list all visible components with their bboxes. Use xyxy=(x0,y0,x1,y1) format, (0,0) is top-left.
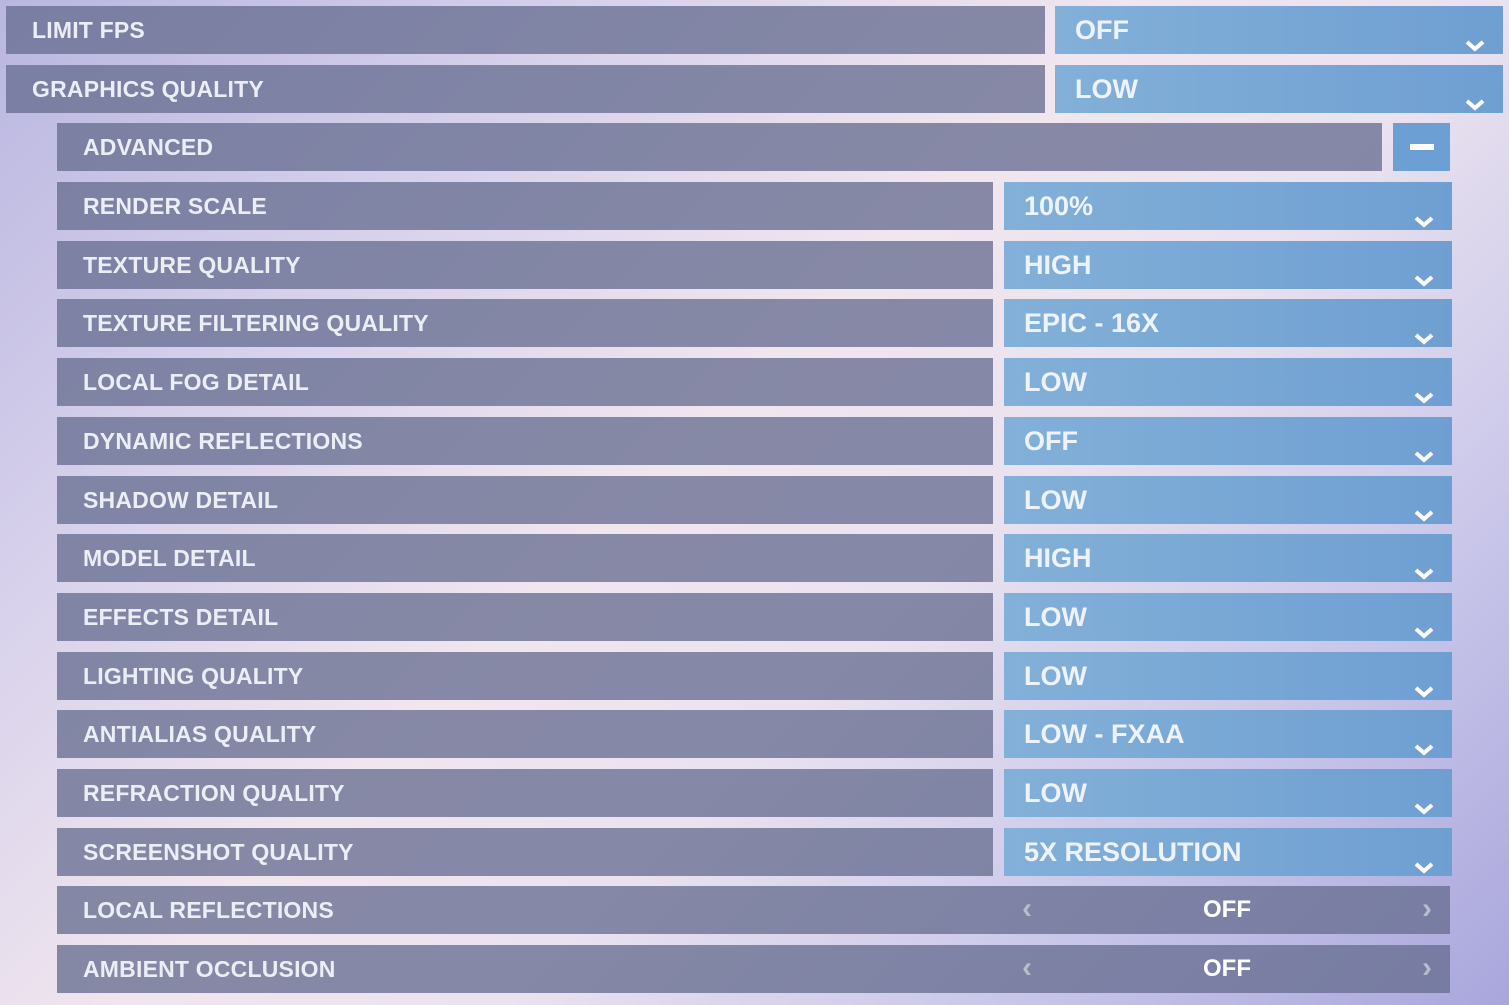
setting-row-advanced: ADVANCED xyxy=(0,123,1509,172)
ambient-occlusion-value: OFF xyxy=(1203,955,1251,982)
dropdown-value: HIGH xyxy=(1024,543,1092,574)
setting-row-graphics-quality: GRAPHICS QUALITY LOW xyxy=(0,64,1509,113)
setting-row-dynamic-reflections: DYNAMIC REFLECTIONS OFF xyxy=(0,416,1509,465)
setting-label: DYNAMIC REFLECTIONS xyxy=(57,416,993,465)
chevron-down-icon xyxy=(1414,783,1434,815)
setting-label: LIGHTING QUALITY xyxy=(57,651,993,700)
chevron-down-icon xyxy=(1414,196,1434,228)
render-scale-dropdown[interactable]: 100% xyxy=(1004,182,1452,231)
effects-detail-dropdown[interactable]: LOW xyxy=(1004,592,1452,641)
setting-label: ADVANCED xyxy=(57,123,1382,172)
antialias-quality-dropdown[interactable]: LOW - FXAA xyxy=(1004,710,1452,759)
setting-row-render-scale: RENDER SCALE 100% xyxy=(0,182,1509,231)
collapse-advanced-button[interactable] xyxy=(1393,123,1450,172)
dropdown-value: LOW xyxy=(1075,73,1138,104)
chevron-down-icon xyxy=(1414,666,1434,698)
dropdown-value: LOW xyxy=(1024,484,1087,515)
setting-label: LOCAL FOG DETAIL xyxy=(57,358,993,407)
setting-label: GRAPHICS QUALITY xyxy=(6,64,1045,113)
graphics-quality-dropdown[interactable]: LOW xyxy=(1055,64,1503,113)
dropdown-value: LOW xyxy=(1024,660,1087,691)
dropdown-value: LOW xyxy=(1024,777,1087,808)
setting-label: AMBIENT OCCLUSION xyxy=(57,945,1450,993)
setting-label: LIMIT FPS xyxy=(6,6,1045,54)
chevron-down-icon xyxy=(1414,313,1434,346)
setting-row-model-detail: MODEL DETAIL HIGH xyxy=(0,534,1509,583)
setting-row-lighting-quality: LIGHTING QUALITY LOW xyxy=(0,651,1509,700)
setting-row-antialias-quality: ANTIALIAS QUALITY LOW - FXAA xyxy=(0,710,1509,759)
dropdown-value: 5X RESOLUTION xyxy=(1024,836,1242,867)
chevron-down-icon xyxy=(1414,372,1434,404)
setting-label: RENDER SCALE xyxy=(57,182,993,231)
minus-icon xyxy=(1410,144,1434,151)
setting-label: TEXTURE QUALITY xyxy=(57,240,993,289)
setting-label: MODEL DETAIL xyxy=(57,534,993,583)
dropdown-value: HIGH xyxy=(1024,249,1092,280)
next-option-arrow-icon[interactable]: › xyxy=(1422,951,1432,984)
chevron-down-icon xyxy=(1414,490,1434,522)
setting-row-texture-quality: TEXTURE QUALITY HIGH xyxy=(0,240,1509,289)
dropdown-value: LOW xyxy=(1024,367,1087,398)
dropdown-value: OFF xyxy=(1075,15,1129,45)
setting-row-shadow-detail: SHADOW DETAIL LOW xyxy=(0,475,1509,524)
setting-label: TEXTURE FILTERING QUALITY xyxy=(57,299,993,348)
dropdown-value: LOW xyxy=(1024,601,1087,632)
texture-filtering-quality-dropdown[interactable]: EPIC - 16X xyxy=(1004,299,1452,348)
chevron-down-icon xyxy=(1465,79,1485,111)
setting-label: SHADOW DETAIL xyxy=(57,475,993,524)
setting-label: REFRACTION QUALITY xyxy=(57,768,993,817)
refraction-quality-dropdown[interactable]: LOW xyxy=(1004,768,1452,817)
dynamic-reflections-dropdown[interactable]: OFF xyxy=(1004,416,1452,465)
setting-row-local-fog-detail: LOCAL FOG DETAIL LOW xyxy=(0,358,1509,407)
dropdown-value: OFF xyxy=(1024,425,1078,456)
setting-label: LOCAL REFLECTIONS xyxy=(57,886,1450,935)
lighting-quality-dropdown[interactable]: LOW xyxy=(1004,651,1452,700)
graphics-settings-list: LIMIT FPS OFF GRAPHICS QUALITY LOW ADVANCED R… xyxy=(0,6,1509,1004)
limit-fps-dropdown[interactable]: OFF xyxy=(1055,6,1503,54)
screenshot-quality-dropdown[interactable]: 5X RESOLUTION xyxy=(1004,827,1452,876)
previous-option-arrow-icon[interactable]: ‹ xyxy=(1022,951,1032,984)
setting-row-limit-fps: LIMIT FPS OFF xyxy=(0,6,1509,54)
previous-option-arrow-icon[interactable]: ‹ xyxy=(1022,892,1032,926)
chevron-down-icon xyxy=(1414,842,1434,874)
dropdown-value: 100% xyxy=(1024,191,1094,222)
dropdown-value: LOW - FXAA xyxy=(1024,719,1185,750)
setting-row-texture-filtering-quality: TEXTURE FILTERING QUALITY EPIC - 16X xyxy=(0,299,1509,348)
model-detail-dropdown[interactable]: HIGH xyxy=(1004,534,1452,583)
setting-label: ANTIALIAS QUALITY xyxy=(57,710,993,759)
local-fog-detail-dropdown[interactable]: LOW xyxy=(1004,358,1452,407)
setting-row-screenshot-quality: SCREENSHOT QUALITY 5X RESOLUTION xyxy=(0,827,1509,876)
chevron-down-icon xyxy=(1414,607,1434,639)
setting-row-local-reflections: LOCAL REFLECTIONS ‹ OFF › xyxy=(0,886,1509,935)
chevron-down-icon xyxy=(1414,548,1434,580)
setting-label: EFFECTS DETAIL xyxy=(57,592,993,641)
chevron-down-icon xyxy=(1414,724,1434,756)
setting-row-refraction-quality: REFRACTION QUALITY LOW xyxy=(0,768,1509,817)
texture-quality-dropdown[interactable]: HIGH xyxy=(1004,240,1452,289)
local-reflections-value: OFF xyxy=(1203,896,1251,924)
chevron-down-icon xyxy=(1414,431,1434,463)
setting-label: SCREENSHOT QUALITY xyxy=(57,827,993,876)
chevron-down-icon xyxy=(1414,255,1434,287)
setting-row-effects-detail: EFFECTS DETAIL LOW xyxy=(0,592,1509,641)
shadow-detail-dropdown[interactable]: LOW xyxy=(1004,475,1452,524)
chevron-down-icon xyxy=(1465,20,1485,52)
dropdown-value: EPIC - 16X xyxy=(1024,308,1160,339)
setting-row-ambient-occlusion: AMBIENT OCCLUSION ‹ OFF › xyxy=(0,945,1509,993)
next-option-arrow-icon[interactable]: › xyxy=(1422,892,1432,926)
